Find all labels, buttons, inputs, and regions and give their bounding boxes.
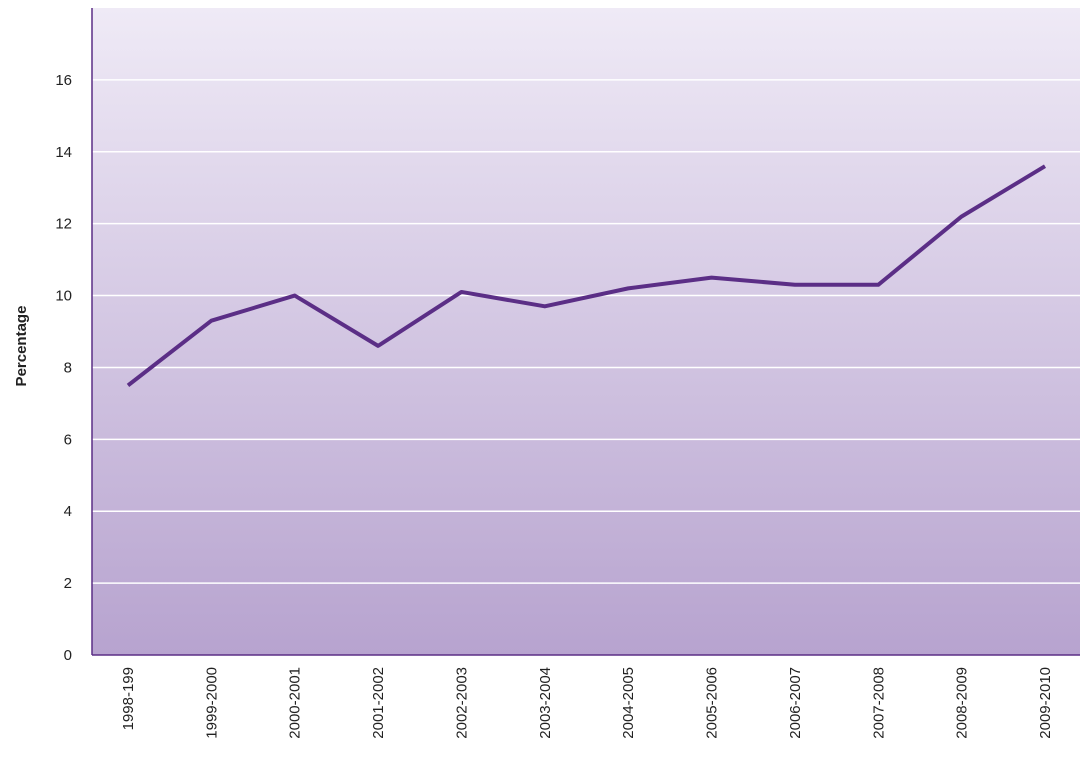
- y-axis-label: Percentage: [13, 306, 30, 387]
- y-tick-label: 10: [55, 288, 72, 305]
- plot-area: [92, 8, 1080, 655]
- x-tick-label: 2004-2005: [620, 667, 637, 739]
- y-tick-label: 4: [64, 503, 72, 520]
- x-tick-label: 2008-2009: [954, 667, 971, 739]
- x-tick-label: 2003-2004: [537, 667, 554, 739]
- line: [126, 164, 1047, 387]
- x-tick-label: 2000-2001: [287, 667, 304, 739]
- y-tick-label: 8: [64, 359, 72, 376]
- y-tick-label: 16: [55, 72, 72, 89]
- x-tick-label: 2002-2003: [453, 667, 470, 739]
- y-tick-label: 2: [64, 575, 72, 592]
- x-tick-label: 2006-2007: [787, 667, 804, 739]
- y-tick-label: 6: [64, 431, 72, 448]
- x-tick-label: 2007-2008: [870, 667, 887, 739]
- y-tick-label: 0: [64, 647, 72, 664]
- x-tick-label: 1999-2000: [203, 667, 220, 739]
- x-tick-label: 2005-2006: [704, 667, 721, 739]
- x-tick-label: 1998-199: [120, 667, 137, 730]
- y-tick-label: 14: [55, 144, 72, 161]
- x-tick-label: 2001-2002: [370, 667, 387, 739]
- y-tick-label: 12: [55, 216, 72, 233]
- x-tick-label: 2009-2010: [1037, 667, 1054, 739]
